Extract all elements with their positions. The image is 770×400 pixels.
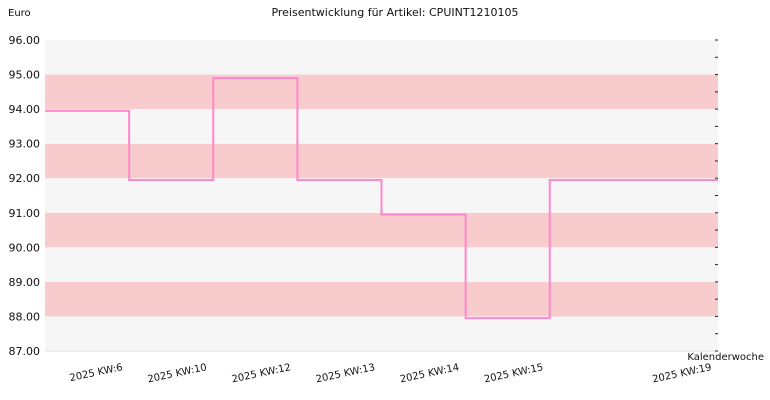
x-tick-label: 2025 KW:19 (651, 362, 712, 385)
series-layer (45, 77, 718, 320)
chart-title: Preisentwicklung für Artikel: CPUINT1210… (271, 6, 518, 19)
grid-band (45, 109, 718, 144)
y-tick-label: 91.00 (9, 207, 41, 220)
x-tick-label: 2025 KW:14 (399, 362, 460, 385)
y-axis-label: Euro (8, 8, 31, 19)
y-tick-label: 92.00 (9, 172, 41, 185)
axes (45, 39, 718, 352)
grid-band (45, 74, 718, 110)
y-tick-label: 96.00 (9, 34, 41, 47)
x-tick-label: 2025 KW:6 (69, 362, 124, 384)
y-tick-label: 88.00 (9, 310, 41, 323)
y-tick-label: 93.00 (9, 138, 41, 151)
x-axis-label: Kalenderwoche (687, 352, 764, 363)
grid-band (45, 143, 718, 179)
grid-band (45, 281, 718, 317)
y-tick-label: 89.00 (9, 276, 41, 289)
x-tick-label: 2025 KW:12 (231, 362, 292, 385)
x-tick-label: 2025 KW:13 (315, 362, 376, 385)
y-tick-labels: 87.00 88.00 89.00 90.00 91.00 92.00 93.00 94.00… (9, 34, 41, 358)
x-tick-label: 2025 KW:10 (147, 362, 208, 385)
grid-band (45, 40, 718, 75)
grid-band (45, 247, 718, 282)
y-tick-label: 90.00 (9, 241, 41, 254)
y-tick-label: 94.00 (9, 103, 41, 116)
x-tick-label: 2025 KW:15 (483, 362, 544, 385)
x-tick-labels: 2025 KW:6 2025 KW:10 2025 KW:12 2025 KW:13 2… (69, 362, 713, 385)
y-tick-label: 87.00 (9, 345, 41, 358)
price-series-line (45, 77, 718, 320)
grid-band (45, 316, 718, 351)
grid-band (45, 212, 718, 248)
y-tick-label: 95.00 (9, 69, 41, 82)
